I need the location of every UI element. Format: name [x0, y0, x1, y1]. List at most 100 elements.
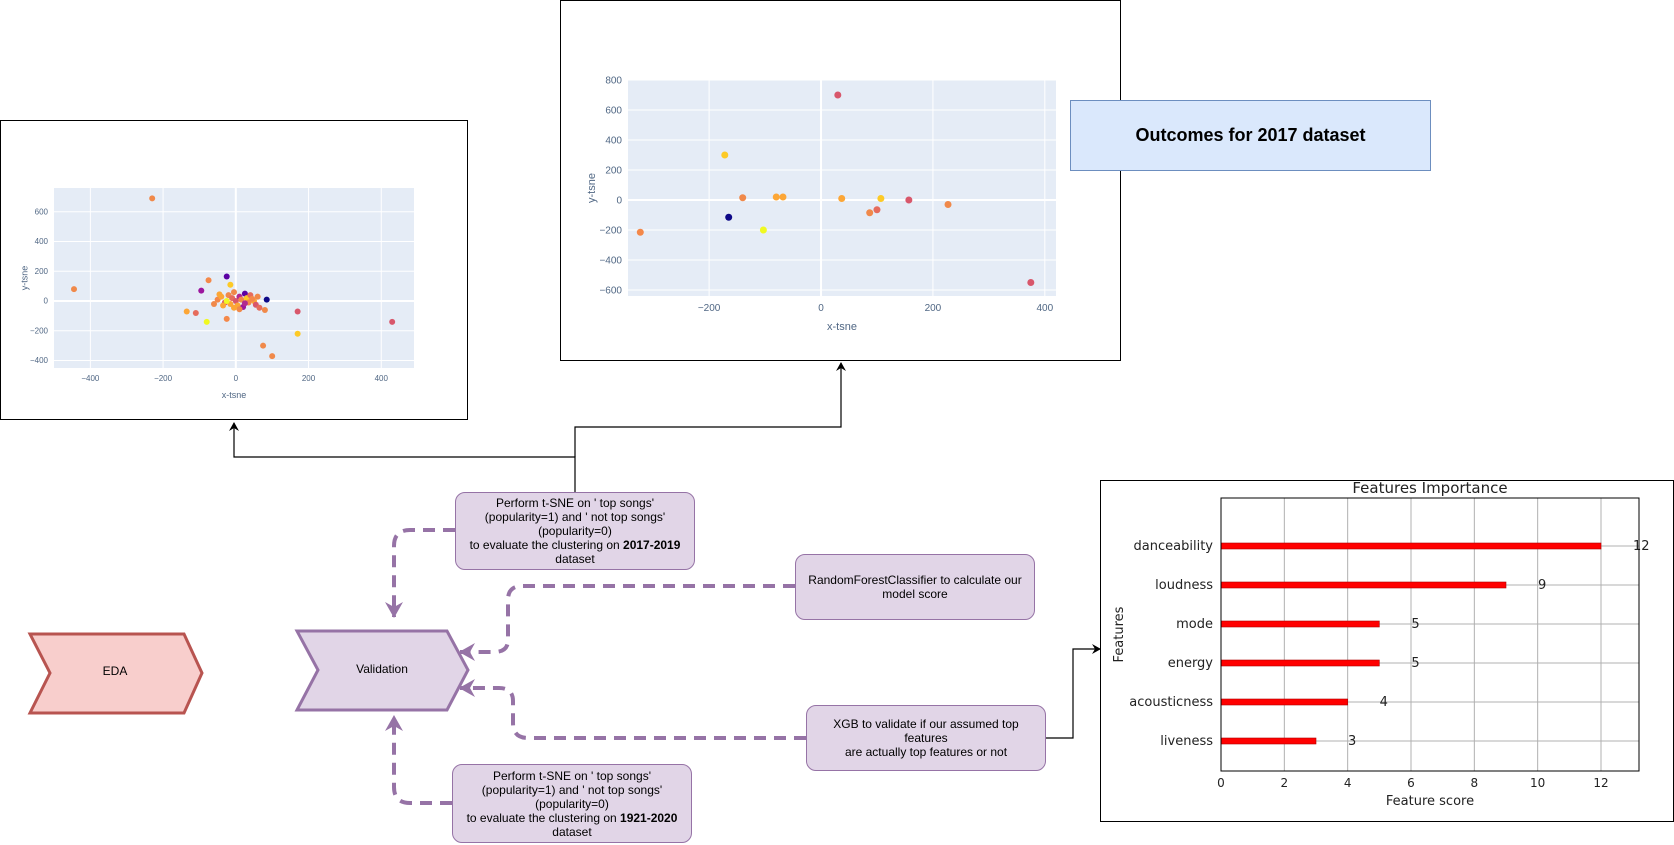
y-tick-label: 0 — [616, 195, 622, 206]
data-point — [873, 206, 881, 214]
dashed-top-tsne — [385, 528, 455, 618]
y-axis-label: y-tsne — [586, 173, 598, 203]
tsne-bottom-line1: Perform t-SNE on ' top songs' — [493, 768, 651, 783]
x-tick-label: 12 — [1593, 776, 1608, 790]
data-point — [779, 193, 787, 201]
data-point — [249, 295, 256, 302]
x-tick-label: 200 — [302, 374, 316, 383]
data-point — [834, 91, 842, 99]
data-point — [294, 308, 301, 315]
features-importance-frame: Features Importance 0 2 4 6 8 10 12 danceability… — [1100, 480, 1674, 822]
data-point — [759, 226, 767, 234]
y-tick-label: 400 — [605, 135, 622, 146]
data-point — [269, 353, 276, 360]
outcome-label: Outcomes for 2017 dataset — [1070, 100, 1431, 171]
data-point — [238, 296, 245, 303]
data-point — [389, 318, 396, 325]
data-point — [944, 201, 952, 208]
x-tick-label: −400 — [81, 374, 100, 383]
data-point — [877, 195, 885, 202]
tsne-bottom-node[interactable]: Perform t-SNE on ' top songs' (popularit… — [452, 764, 692, 843]
data-point — [203, 318, 210, 325]
data-point — [223, 273, 230, 280]
xgb-line2: are actually top features or not — [844, 745, 1008, 759]
data-label: 5 — [1411, 617, 1419, 632]
eda-shape[interactable] — [27, 632, 204, 715]
y-tick-label: 600 — [605, 105, 622, 116]
data-point — [905, 196, 913, 204]
axes-frame — [1220, 497, 1640, 772]
connector-to-xgb-chart — [1046, 644, 1101, 739]
tsne-bottom-line3: (popularity=0) — [535, 796, 609, 811]
data-point — [260, 342, 267, 349]
x-tick-label: −200 — [698, 303, 721, 314]
dashed-xgb — [459, 679, 806, 740]
rf-line2: model score — [882, 587, 948, 601]
data-point — [1027, 279, 1035, 286]
y-tick-label: mode — [1176, 617, 1213, 632]
data-point — [183, 308, 190, 315]
bar — [1220, 581, 1507, 589]
data-label: 9 — [1538, 578, 1546, 593]
data-point — [636, 228, 644, 236]
x-tick-label: 400 — [375, 374, 389, 383]
data-point — [294, 330, 301, 337]
data-point — [721, 151, 729, 159]
tsne-bottom-line5: dataset — [552, 824, 592, 839]
y-tick-label: 200 — [605, 165, 622, 176]
data-point — [149, 195, 156, 202]
features-importance-chart: Features Importance 0 2 4 6 8 10 12 danceability… — [1112, 481, 1650, 809]
y-tick-label: 200 — [35, 267, 49, 276]
y-tick-label: −200 — [30, 326, 49, 335]
y-axis-label: Features — [1112, 606, 1127, 662]
data-point — [256, 304, 263, 311]
tsne-top-line3: (popularity=0) — [538, 524, 612, 538]
tsne-top-line1: Perform t-SNE on ' top songs' — [496, 496, 654, 510]
data-label: 3 — [1348, 734, 1356, 749]
xgb-line1: XGB to validate if our assumed top featu… — [833, 717, 1019, 745]
y-tick-label: liveness — [1160, 734, 1213, 749]
random-forest-node[interactable]: RandomForestClassifier to calculate our … — [795, 554, 1035, 620]
x-tick-label: 8 — [1471, 776, 1479, 790]
data-point — [211, 301, 217, 308]
tsne-top-node[interactable]: Perform t-SNE on ' top songs' (popularit… — [455, 492, 695, 570]
rf-line1: RandomForestClassifier to calculate our — [808, 573, 1022, 587]
validation-label: Validation — [356, 662, 408, 676]
data-point — [739, 194, 747, 202]
y-tick-label: danceability — [1134, 539, 1214, 554]
data-point — [192, 309, 199, 316]
y-tick-label: acousticness — [1129, 695, 1213, 710]
data-point — [254, 293, 261, 300]
data-point — [866, 209, 874, 217]
data-point — [725, 213, 733, 221]
x-tick-label: 0 — [818, 303, 824, 314]
bar — [1220, 542, 1602, 550]
data-point — [198, 287, 205, 294]
tsne-plot-frame-2: −200 0 200 400 −600 −400 −200 0 200 400 600 800 x-ts… — [560, 0, 1121, 361]
y-tick-label: 600 — [35, 207, 49, 216]
tsne-scatter-2017: −200 0 200 400 −600 −400 −200 0 200 400 600 800 x-ts… — [586, 75, 1056, 333]
validation-shape[interactable] — [294, 629, 470, 712]
tsne-top-line5: dataset — [555, 552, 595, 566]
tsne-bottom-range: 1921-2020 — [620, 810, 678, 825]
xgb-node[interactable]: XGB to validate if our assumed top featu… — [806, 705, 1046, 771]
x-tick-label: 6 — [1407, 776, 1415, 790]
tsne-scatter-2017-2019: −400 −200 0 200 400 −400 −200 0 200 400 600 x-tsne y… — [20, 188, 414, 400]
bar — [1220, 620, 1380, 628]
connector-to-plot2 — [574, 362, 846, 457]
y-tick-label: −400 — [30, 356, 49, 365]
data-point — [231, 304, 237, 311]
data-point — [227, 281, 234, 288]
plot-area — [54, 188, 414, 368]
tsne-plot-frame-1: −400 −200 0 200 400 −400 −200 0 200 400 600 x-tsne y… — [0, 120, 468, 420]
dashed-bottom-tsne — [385, 715, 452, 805]
y-axis-label: y-tsne — [20, 266, 30, 291]
data-point — [261, 306, 268, 313]
x-tick-label: 400 — [1036, 303, 1053, 314]
plot-area — [628, 80, 1056, 296]
data-point — [220, 302, 227, 309]
x-axis-label: x-tsne — [222, 390, 247, 400]
tsne-bottom-line2: (popularity=1) and ' not top songs' — [481, 782, 663, 797]
data-point — [223, 315, 230, 322]
data-point — [772, 193, 780, 201]
